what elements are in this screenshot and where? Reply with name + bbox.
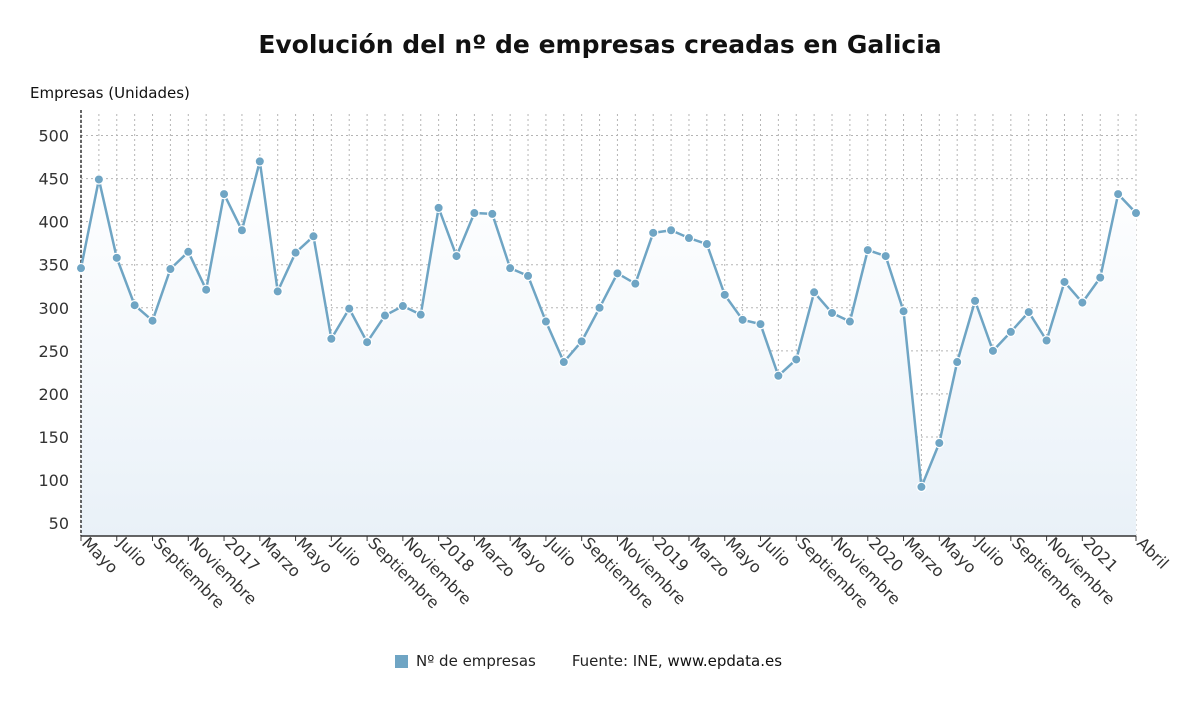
data-point [165,263,176,275]
data-point [898,306,909,317]
data-point [1095,272,1106,283]
data-point [951,356,963,368]
data-point [773,370,784,382]
data-point [361,337,373,348]
data-point [200,284,212,295]
data-point [433,202,444,214]
data-point [1112,188,1124,200]
data-point [576,336,587,347]
data-point [737,314,748,326]
data-point [987,345,999,357]
data-point [487,208,498,220]
x-tick-label: Mayo [78,533,122,577]
data-point [397,300,409,312]
y-axis-label: Empresas (Unidades) [30,84,190,102]
y-tick-label: 250 [38,342,69,361]
data-point [648,227,659,239]
x-tick-label: Abril [1133,533,1172,572]
data-point [826,307,838,319]
data-point [93,174,105,185]
data-point [451,250,462,262]
y-tick-label: 100 [38,471,69,490]
data-point [129,299,140,311]
data-point [1130,207,1142,219]
series-line [79,160,1137,489]
data-point [147,315,158,326]
data-point [755,318,766,330]
data-point [808,287,820,298]
data-point [272,286,283,297]
source-note: Fuente: INE, www.epdata.es [572,652,782,670]
data-point [791,354,802,365]
legend: Nº de empresas Fuente: INE, www.epdata.e… [395,652,782,670]
data-point [701,238,713,250]
data-point [183,246,194,257]
y-tick-label: 400 [38,213,69,232]
y-tick-label: 500 [38,127,69,146]
data-point [415,309,426,320]
data-point [1023,306,1034,318]
data-point [540,316,552,327]
data-point [504,262,516,274]
y-tick-label: 200 [38,385,69,404]
series-area [81,161,1136,536]
data-point [75,262,87,274]
data-point [1059,276,1070,288]
data-point [290,247,301,258]
data-point [683,232,695,244]
data-point [344,303,355,314]
data-point [379,310,391,321]
x-tick-label: Marzo [472,533,520,581]
data-point [1077,297,1088,308]
data-point [558,356,569,368]
data-point [1041,335,1052,346]
y-tick-label: 300 [38,299,69,318]
data-point [236,225,248,236]
data-point [969,295,981,307]
source-prefix: Fuente: INE, [571,652,668,670]
x-tick-label: Marzo [686,533,734,581]
data-point [916,481,927,493]
data-point [326,333,337,344]
x-tick-label: Marzo [901,533,949,581]
y-tick-label: 350 [38,256,69,275]
data-point [934,437,945,449]
y-tick-label: 50 [49,514,69,533]
y-tick-label: 450 [38,170,69,189]
data-point [111,252,122,264]
data-point [880,250,891,262]
data-point [630,278,641,289]
source-site: www.epdata.es [667,652,783,670]
data-point [594,302,605,313]
data-point [665,225,677,236]
data-point [522,270,534,282]
data-point [254,156,266,167]
data-point [218,188,230,200]
chart-title: Evolución del nº de empresas creadas en … [258,30,942,59]
data-point [612,268,623,279]
data-point [308,231,319,242]
legend-series-label: Nº de empresas [416,652,536,670]
data-point [719,289,730,301]
y-tick-label: 150 [38,428,69,447]
data-point [1005,326,1017,338]
data-point [469,207,480,219]
legend-swatch [395,654,408,668]
x-tick-label: Marzo [257,533,305,581]
data-point [844,316,856,327]
data-point [862,244,873,256]
